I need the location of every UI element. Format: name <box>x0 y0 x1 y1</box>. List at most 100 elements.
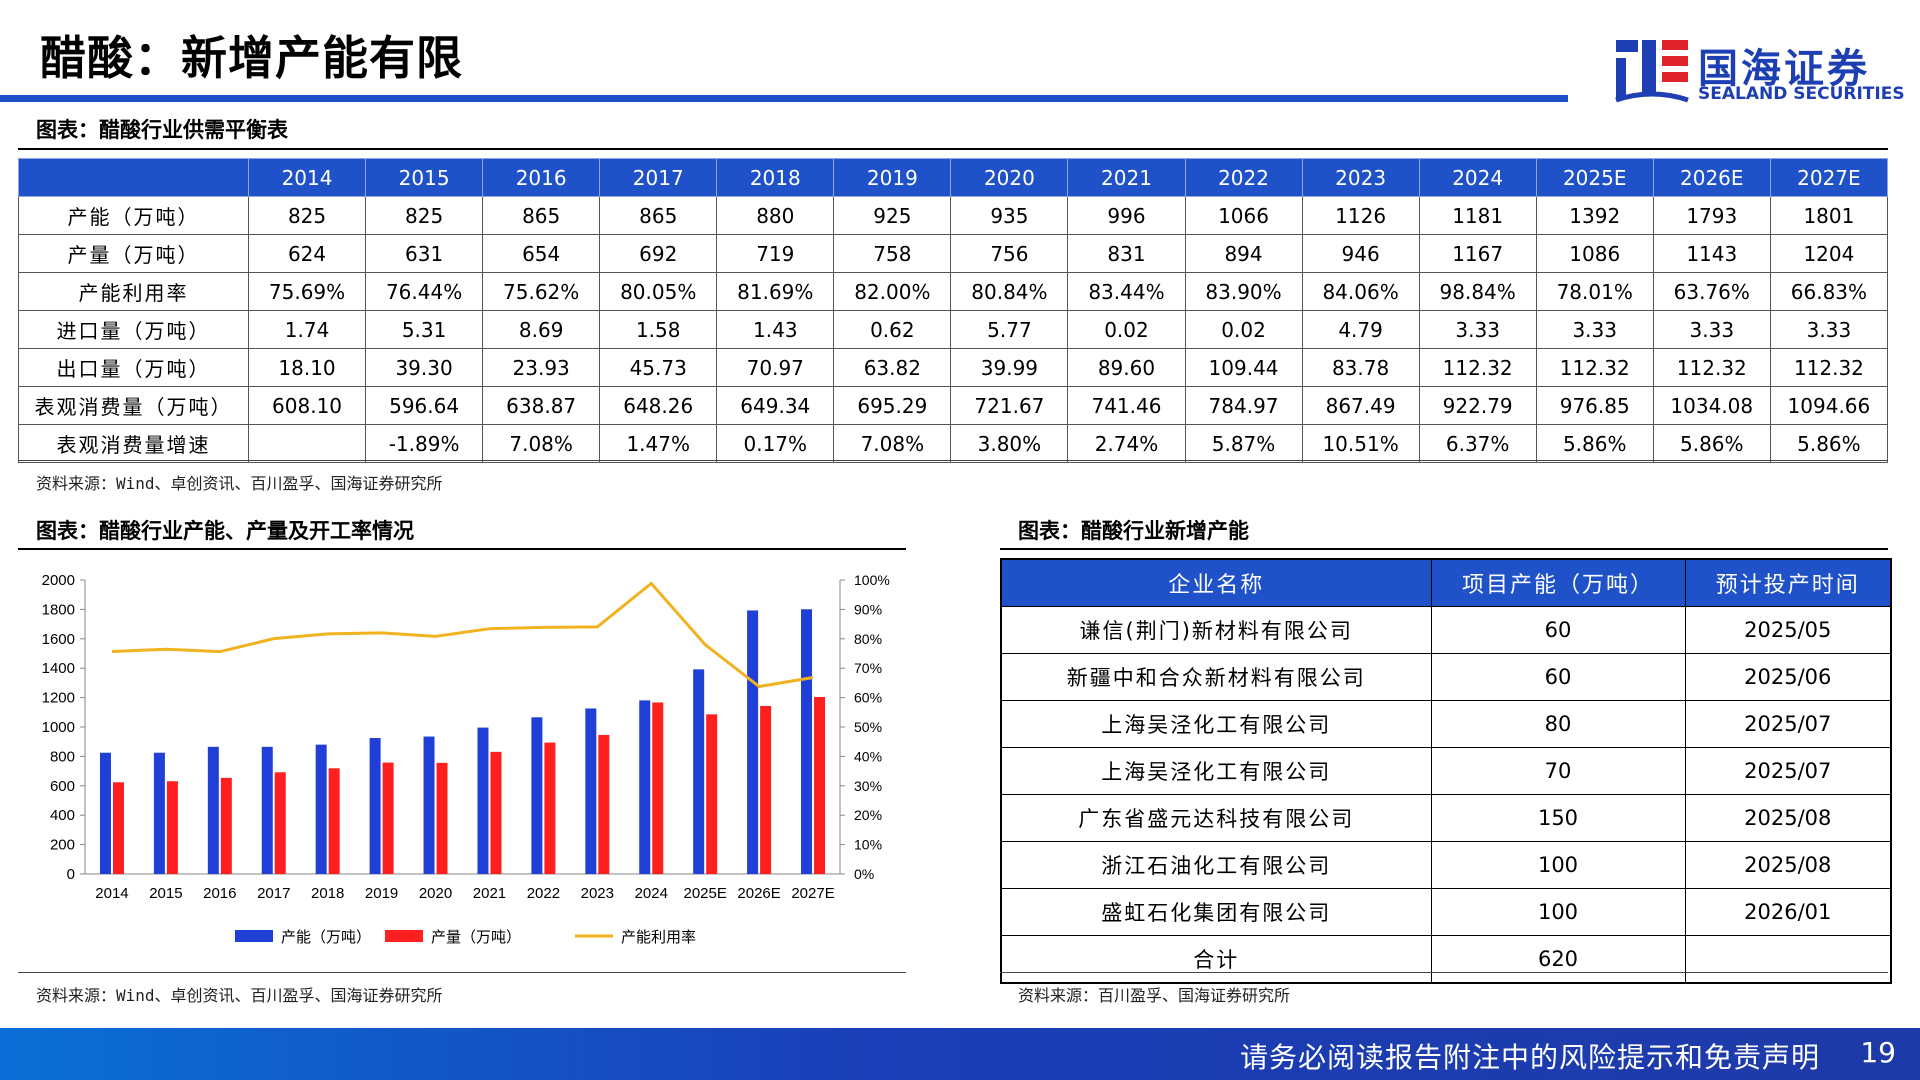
table-cell: 3.80% <box>950 424 1069 463</box>
company-cell: 上海吴泾化工有限公司 <box>1000 700 1432 748</box>
table-cell: 692 <box>599 234 718 273</box>
y2-tick-label: 60% <box>854 690 882 706</box>
table-cell: 1801 <box>1769 196 1889 235</box>
table-cell: 1.43 <box>716 310 835 349</box>
capacity-cell: 620 <box>1430 935 1686 984</box>
output-bar <box>436 762 448 874</box>
table-row: 表观消费量（万吨） 608.10 596.64 638.87 648.26 649.34 6… <box>18 386 1889 425</box>
utilization-line <box>111 581 814 689</box>
date-cell: 2025/08 <box>1684 841 1892 889</box>
table-cell: 1181 <box>1418 196 1537 235</box>
capacity-bar <box>99 752 111 874</box>
chart-bottom-rule <box>18 972 906 973</box>
header-corner-cell <box>18 158 249 197</box>
company-cell: 新疆中和合众新材料有限公司 <box>1000 653 1432 701</box>
row-label: 表观消费量（万吨） <box>18 386 249 425</box>
table-cell: 45.73 <box>599 348 718 387</box>
row-label: 表观消费量增速 <box>18 424 249 463</box>
table-cell: 5.31 <box>365 310 484 349</box>
year-header: 2015 <box>365 158 484 197</box>
capacity-bar <box>423 736 435 874</box>
table-cell: 1793 <box>1652 196 1771 235</box>
table-row: 上海吴泾化工有限公司 80 2025/07 <box>1000 700 1892 748</box>
x-tick-label: 2019 <box>365 885 398 902</box>
table-row: 出口量（万吨） 18.10 39.30 23.93 45.73 70.97 63.82 39.… <box>18 348 1889 387</box>
table-cell: 1094.66 <box>1769 386 1889 425</box>
row-label: 产量（万吨） <box>18 234 249 273</box>
table-cell: 70.97 <box>716 348 835 387</box>
x-tick-label: 2022 <box>527 885 560 902</box>
y2-tick-label: 80% <box>854 631 882 647</box>
table-cell: 784.97 <box>1184 386 1303 425</box>
output-bar <box>760 705 772 874</box>
table-cell: 112.32 <box>1652 348 1771 387</box>
table-cell: 1066 <box>1184 196 1303 235</box>
table-cell: 935 <box>950 196 1069 235</box>
page-number: 19 <box>1860 1036 1896 1069</box>
table-cell: 84.06% <box>1301 272 1420 311</box>
table-cell: 5.86% <box>1769 424 1889 463</box>
x-tick-label: 2014 <box>95 885 128 902</box>
table-cell: 721.67 <box>950 386 1069 425</box>
date-cell: 2025/06 <box>1684 653 1892 701</box>
output-bar <box>220 777 232 874</box>
table-cell: 39.99 <box>950 348 1069 387</box>
table-cell: 3.33 <box>1535 310 1654 349</box>
table-row: 浙江石油化工有限公司 100 2025/08 <box>1000 841 1892 889</box>
table-cell: 925 <box>833 196 952 235</box>
capacity-cell: 100 <box>1430 841 1686 889</box>
year-header: 2022 <box>1184 158 1303 197</box>
table-cell: 654 <box>482 234 601 273</box>
table-cell: 880 <box>716 196 835 235</box>
chart-caption: 图表：醋酸行业产能、产量及开工率情况 <box>36 519 414 543</box>
table-cell: 649.34 <box>716 386 835 425</box>
output-bar <box>166 781 178 874</box>
x-tick-label: 2024 <box>635 885 668 902</box>
capacity-cell: 60 <box>1430 653 1686 701</box>
supply-demand-source: 资料来源：Wind、卓创资讯、百川盈孚、国海证券研究所 <box>36 474 443 493</box>
table-row: 产能利用率 75.69% 76.44% 75.62% 80.05% 81.69% 82.00… <box>18 272 1889 311</box>
capacity-bar <box>207 746 219 874</box>
new-capacity-caption-rule <box>1000 548 1888 550</box>
table-cell: 112.32 <box>1535 348 1654 387</box>
table-row: 产能（万吨） 825 825 865 865 880 925 935 996 1066 1126 11… <box>18 196 1889 235</box>
output-bar <box>382 762 394 874</box>
table-cell: 6.37% <box>1418 424 1537 463</box>
capacity-cell: 80 <box>1430 700 1686 748</box>
x-tick-label: 2016 <box>203 885 236 902</box>
y-tick-label: 1800 <box>42 601 75 618</box>
table-cell: 10.51% <box>1301 424 1420 463</box>
table-cell: 1086 <box>1535 234 1654 273</box>
x-tick-label: 2020 <box>419 885 452 902</box>
supply-demand-caption: 图表：醋酸行业供需平衡表 <box>36 118 288 142</box>
capacity-bar <box>477 727 489 874</box>
table-cell: 80.84% <box>950 272 1069 311</box>
table-cell: -1.89% <box>365 424 484 463</box>
legend-label: 产量（万吨） <box>431 929 521 946</box>
page-title: 醋酸：新增产能有限 <box>40 31 463 85</box>
table-cell: 82.00% <box>833 272 952 311</box>
table-cell: 825 <box>365 196 484 235</box>
output-bar <box>814 697 826 874</box>
table-cell: 1143 <box>1652 234 1771 273</box>
table-cell: 83.44% <box>1067 272 1186 311</box>
y-tick-label: 1600 <box>42 631 75 648</box>
table-cell: 867.49 <box>1301 386 1420 425</box>
table-cell: 18.10 <box>247 348 367 387</box>
table-cell: 7.08% <box>833 424 952 463</box>
table-cell: 0.17% <box>716 424 835 463</box>
y2-tick-label: 40% <box>854 748 882 764</box>
table-cell: 922.79 <box>1418 386 1537 425</box>
output-bar <box>706 714 718 874</box>
date-cell: 2025/07 <box>1684 747 1892 795</box>
table-cell: 5.77 <box>950 310 1069 349</box>
table-cell: 5.86% <box>1652 424 1771 463</box>
table-cell: 66.83% <box>1769 272 1889 311</box>
date-cell: 2025/05 <box>1684 606 1892 654</box>
y2-tick-label: 90% <box>854 601 882 617</box>
caption-rule <box>18 148 1888 150</box>
table-cell: 695.29 <box>833 386 952 425</box>
table-cell: 1.74 <box>247 310 367 349</box>
header-company: 企业名称 <box>1000 558 1432 607</box>
x-tick-label: 2023 <box>581 885 614 902</box>
